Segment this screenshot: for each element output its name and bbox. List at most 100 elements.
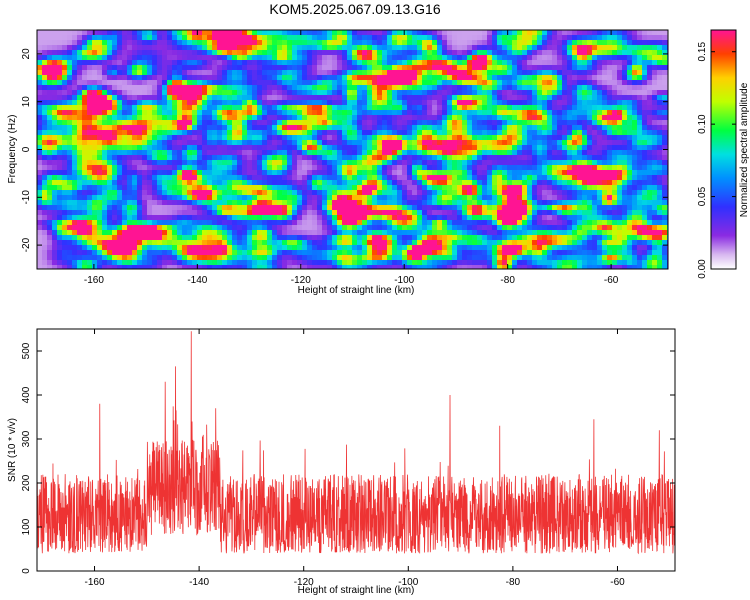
- heatmap-cell: [317, 95, 322, 100]
- heatmap-cell: [217, 170, 222, 175]
- heatmap-cell: [652, 210, 657, 215]
- heatmap-cell: [277, 65, 282, 70]
- heatmap-cell: [252, 155, 257, 160]
- heatmap-cell: [262, 105, 267, 110]
- heatmap-cell: [522, 140, 527, 145]
- heatmap-cell: [447, 150, 452, 155]
- heatmap-cell: [372, 30, 377, 35]
- heatmap-cell: [592, 155, 597, 160]
- heatmap-cell: [312, 85, 317, 90]
- heatmap-cell: [402, 50, 407, 55]
- heatmap-cell: [267, 110, 272, 115]
- heatmap-cell: [407, 150, 412, 155]
- heatmap-cell: [412, 65, 417, 70]
- heatmap-cell: [492, 85, 497, 90]
- heatmap-cell: [612, 205, 617, 210]
- heatmap-cell: [257, 145, 262, 150]
- heatmap-cell: [592, 210, 597, 215]
- heatmap-cell: [457, 205, 462, 210]
- heatmap-cell: [447, 190, 452, 195]
- heatmap-cell: [232, 125, 237, 130]
- heatmap-cell: [317, 55, 322, 60]
- heatmap-cell: [42, 35, 47, 40]
- heatmap-cell: [57, 70, 62, 75]
- heatmap-cell: [272, 170, 277, 175]
- heatmap-cell: [227, 210, 232, 215]
- heatmap-cell: [597, 55, 602, 60]
- heatmap-cell: [72, 90, 77, 95]
- heatmap-cell: [527, 210, 532, 215]
- heatmap-cell: [137, 60, 142, 65]
- heatmap-cell: [582, 215, 587, 220]
- heatmap-cell: [107, 140, 112, 145]
- heatmap-cell: [562, 65, 567, 70]
- heatmap-cell: [547, 220, 552, 225]
- heatmap-cell: [637, 160, 642, 165]
- heatmap-cell: [277, 90, 282, 95]
- heatmap-cell: [587, 100, 592, 105]
- heatmap-cell: [552, 160, 557, 165]
- heatmap-cell: [287, 165, 292, 170]
- heatmap-cell: [252, 160, 257, 165]
- heatmap-cell: [92, 80, 97, 85]
- heatmap-cell: [402, 190, 407, 195]
- heatmap-cell: [207, 180, 212, 185]
- heatmap-cell: [482, 75, 487, 80]
- heatmap-cell: [197, 180, 202, 185]
- heatmap-cell: [382, 65, 387, 70]
- heatmap-cell: [227, 160, 232, 165]
- heatmap-cell: [282, 150, 287, 155]
- heatmap-cell: [572, 110, 577, 115]
- heatmap-cell: [132, 185, 137, 190]
- heatmap-cell: [172, 80, 177, 85]
- heatmap-cell: [602, 125, 607, 130]
- heatmap-cell: [432, 85, 437, 90]
- heatmap-cell: [267, 190, 272, 195]
- heatmap-cell: [252, 30, 257, 35]
- heatmap-cell: [472, 70, 477, 75]
- heatmap-cell: [497, 90, 502, 95]
- heatmap-cell: [507, 190, 512, 195]
- heatmap-cell: [642, 195, 647, 200]
- heatmap-cell: [272, 65, 277, 70]
- heatmap-cell: [582, 70, 587, 75]
- heatmap-cell: [332, 45, 337, 50]
- heatmap-cell: [337, 95, 342, 100]
- heatmap-cell: [217, 150, 222, 155]
- heatmap-cell: [492, 205, 497, 210]
- heatmap-cell: [167, 125, 172, 130]
- heatmap-cell: [517, 75, 522, 80]
- heatmap-cell: [57, 200, 62, 205]
- heatmap-cell: [332, 30, 337, 35]
- heatmap-cell: [142, 100, 147, 105]
- heatmap-cell: [522, 135, 527, 140]
- heatmap-cell: [457, 100, 462, 105]
- heatmap-cell: [347, 40, 352, 45]
- heatmap-cell: [417, 120, 422, 125]
- heatmap-cell: [237, 135, 242, 140]
- heatmap-cell: [122, 225, 127, 230]
- heatmap-cell: [97, 150, 102, 155]
- heatmap-cell: [182, 80, 187, 85]
- heatmap-cell: [282, 200, 287, 205]
- heatmap-cell: [407, 190, 412, 195]
- heatmap-cell: [277, 130, 282, 135]
- heatmap-cell: [512, 30, 517, 35]
- heatmap-cell: [87, 180, 92, 185]
- heatmap-cell: [457, 75, 462, 80]
- heatmap-cell: [517, 180, 522, 185]
- heatmap-cell: [37, 120, 42, 125]
- heatmap-cell: [112, 195, 117, 200]
- heatmap-cell: [587, 30, 592, 35]
- heatmap-cell: [197, 150, 202, 155]
- heatmap-cell: [482, 145, 487, 150]
- heatmap-cell: [97, 55, 102, 60]
- heatmap-cell: [202, 40, 207, 45]
- heatmap-cell: [107, 155, 112, 160]
- heatmap-cell: [267, 140, 272, 145]
- heatmap-cell: [637, 70, 642, 75]
- heatmap-cell: [127, 220, 132, 225]
- heatmap-cell: [662, 40, 667, 45]
- heatmap-cell: [632, 70, 637, 75]
- heatmap-cell: [537, 210, 542, 215]
